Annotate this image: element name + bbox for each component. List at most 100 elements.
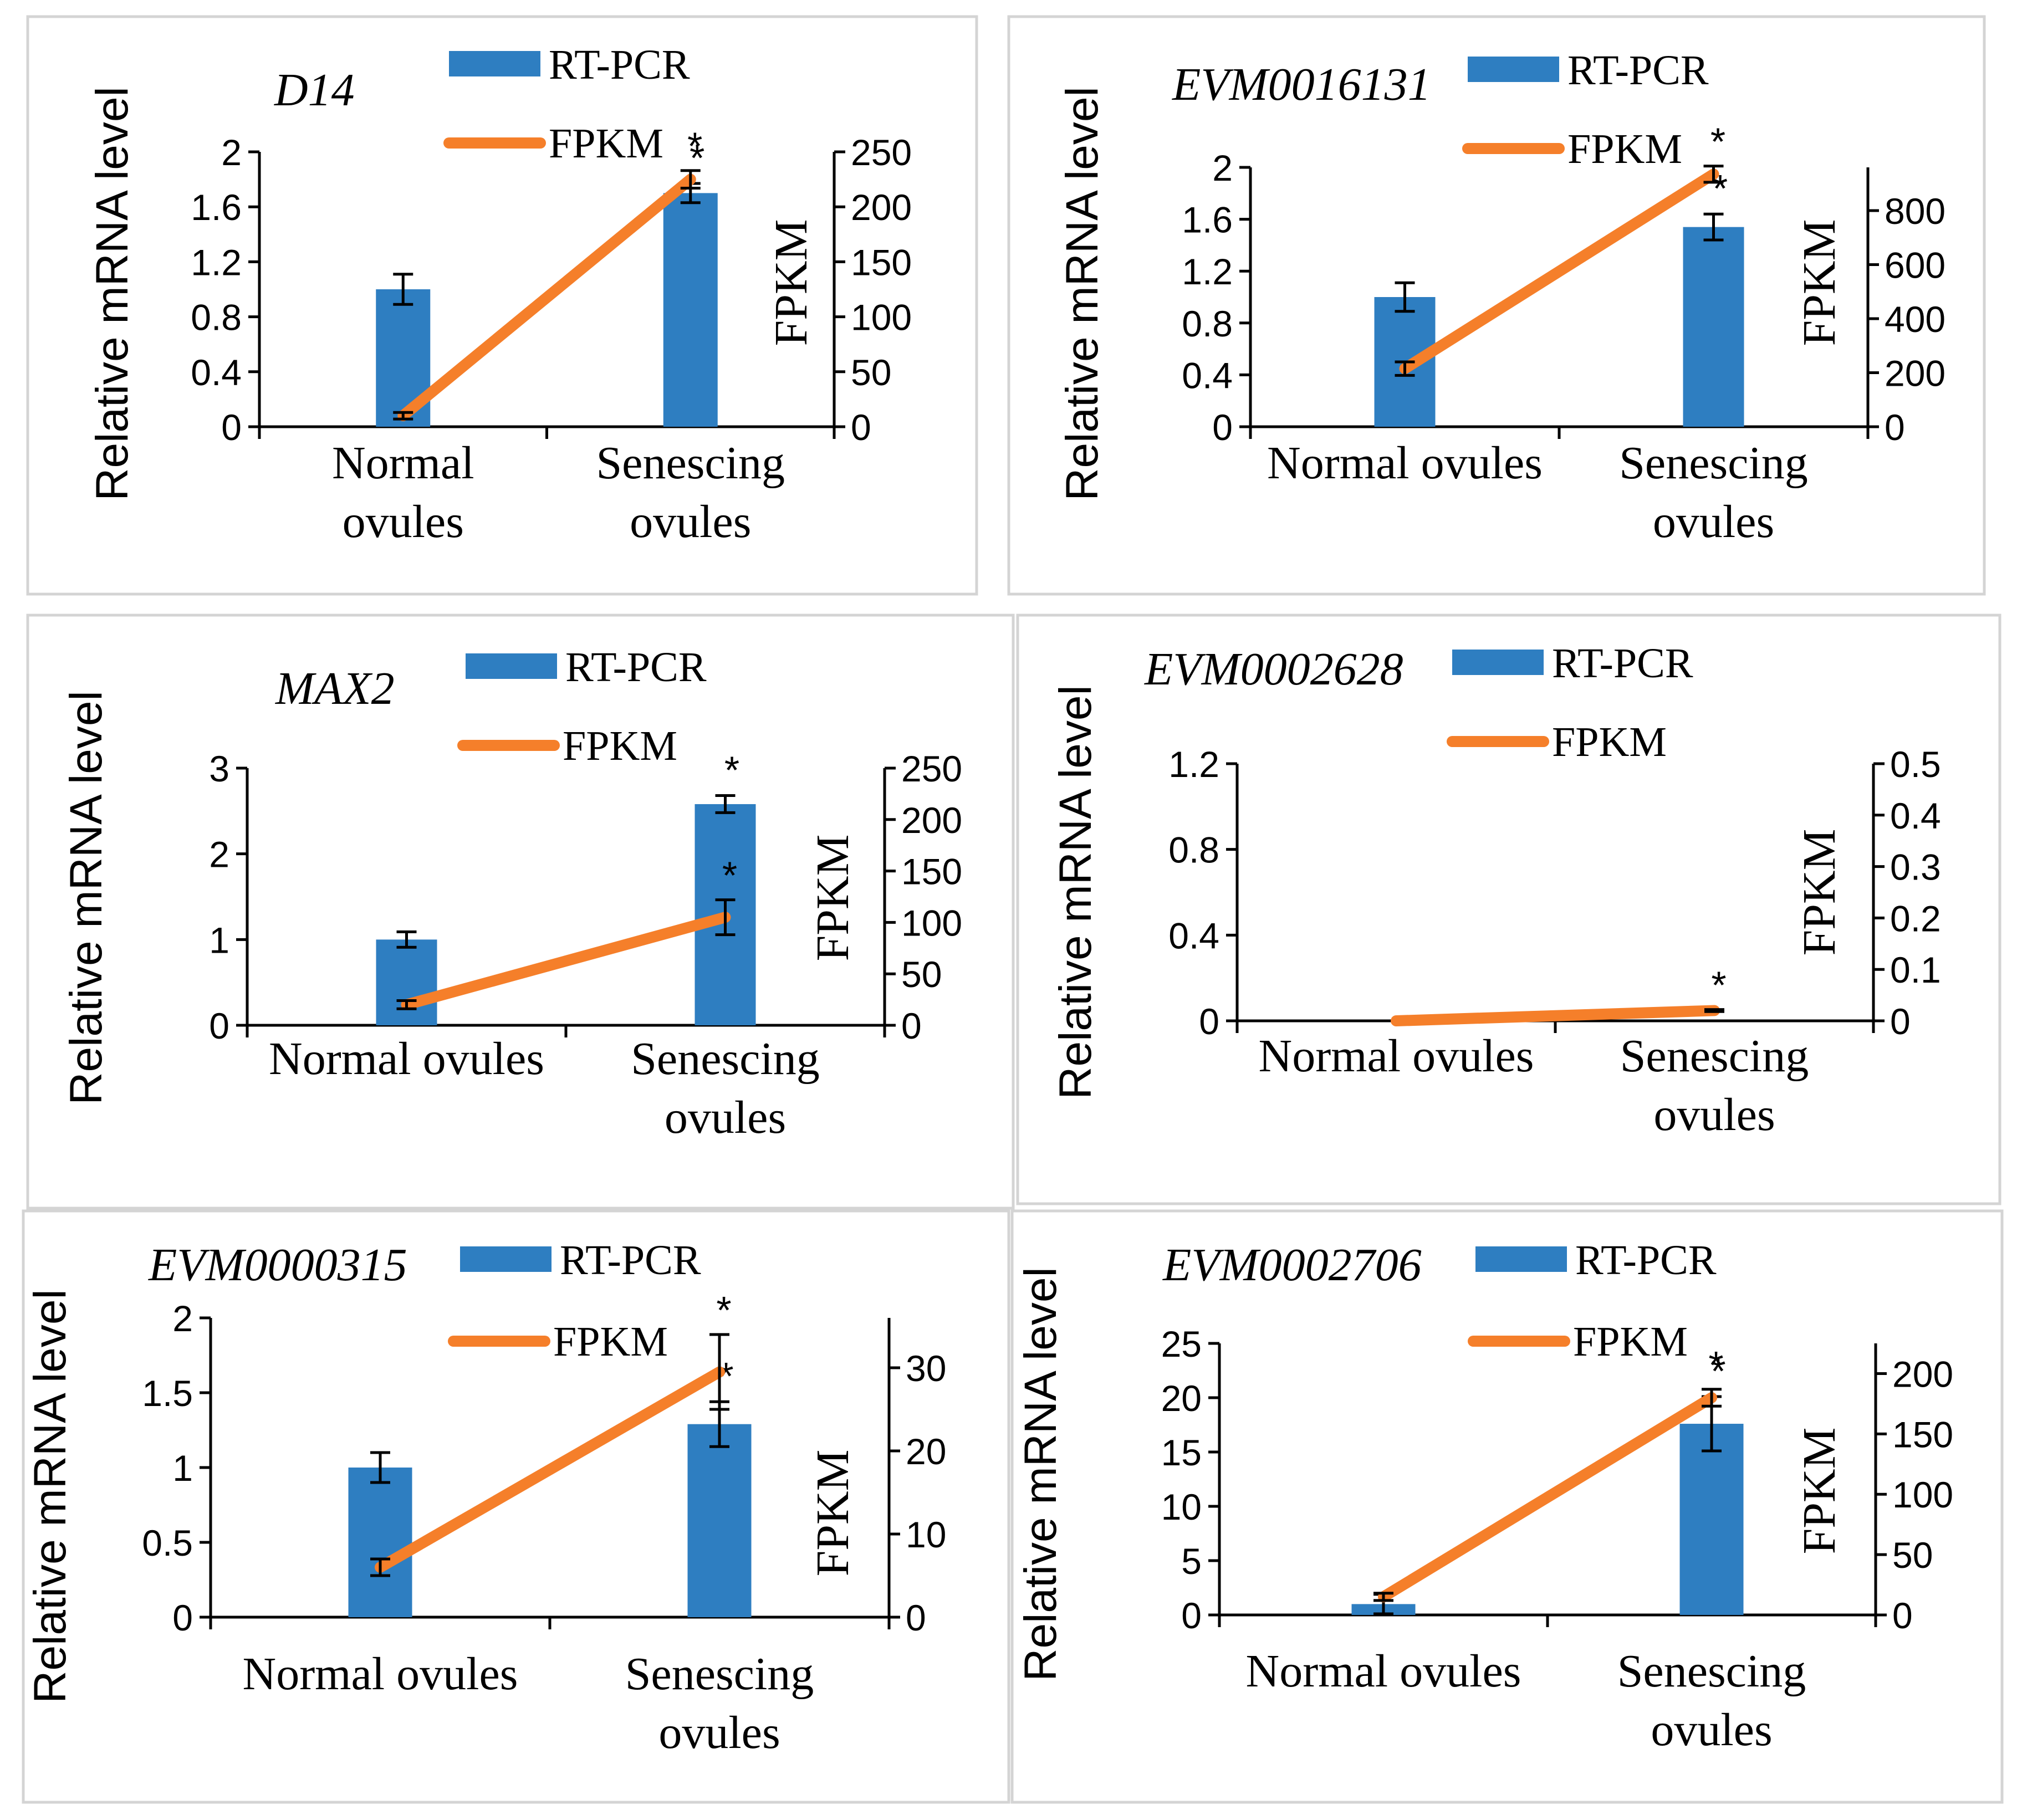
y-axis-label-left: Relative mRNA level — [25, 1289, 75, 1703]
y-tick-label-left: 0.8 — [1182, 303, 1233, 344]
significance-marker-rt-pcr: * — [1710, 1349, 1725, 1393]
y-tick-label-right: 0 — [1885, 407, 1905, 448]
bar-rt-pcr — [376, 939, 437, 1025]
y-tick-label-right: 600 — [1885, 245, 1945, 286]
y-tick-label-right: 150 — [901, 851, 962, 892]
y-tick-label-right: 0.4 — [1890, 795, 1941, 836]
chart-panel: EVM0002628 RT-PCR FPKM 0 0.4 0.8 1.2 0 0.1 0.2 0.3… — [1016, 614, 2001, 1205]
y-tick-label-left: 0 — [1181, 1595, 1202, 1636]
significance-marker-fpkm: * — [687, 125, 702, 168]
y-axis-label-right: FPKM — [1794, 1428, 1845, 1555]
y-tick-label-left: 0.5 — [142, 1522, 193, 1563]
chart-title: EVM0000315 — [148, 1239, 407, 1291]
x-tick-label: Normal ovules — [269, 1033, 544, 1085]
x-tick-label: ovules — [1651, 1704, 1772, 1756]
y-tick-label-left: 5 — [1181, 1541, 1202, 1582]
chart-title: EVM0002706 — [1162, 1239, 1422, 1291]
line-fpkm — [1391, 1005, 1720, 1026]
x-tick-label: Normal ovules — [1267, 437, 1543, 489]
y-axis-label-right: FPKM — [765, 219, 817, 346]
y-tick-label-right: 50 — [901, 954, 942, 995]
significance-marker-rt-pcr: * — [690, 136, 704, 180]
chart-title: EVM0002628 — [1144, 643, 1403, 695]
y-tick-label-right: 0.1 — [1890, 949, 1941, 990]
bar-rt-pcr — [687, 1424, 752, 1617]
legend-swatch-rt-pcr — [1475, 1246, 1567, 1272]
legend-label-rt-pcr: RT-PCR — [549, 42, 690, 88]
legend-swatch-rt-pcr — [460, 1246, 552, 1272]
y-tick-label-right: 0.3 — [1890, 847, 1941, 888]
x-tick-label: ovules — [343, 496, 464, 548]
x-tick-label: Senescing — [1620, 1030, 1809, 1082]
y-tick-label-right: 0 — [1892, 1595, 1913, 1636]
y-tick-label-left: 0.4 — [1182, 355, 1233, 396]
legend-label-fpkm: FPKM — [549, 120, 663, 167]
y-axis-label-right: FPKM — [1794, 829, 1845, 956]
x-tick-label: Normal ovules — [243, 1648, 518, 1700]
line-fpkm — [1378, 1392, 1717, 1603]
x-tick-label: Normal — [332, 437, 474, 489]
y-tick-label-right: 250 — [901, 748, 962, 789]
y-tick-label-right: 150 — [851, 242, 912, 283]
y-tick-label-left: 0 — [209, 1005, 229, 1046]
y-tick-label-right: 200 — [901, 800, 962, 841]
y-tick-label-left: 3 — [209, 748, 229, 789]
y-tick-label-right: 250 — [851, 132, 912, 173]
y-tick-label-right: 50 — [1892, 1535, 1933, 1576]
panel-border — [22, 1209, 1010, 1804]
y-axis-label-left: Relative mRNA level — [61, 691, 111, 1105]
legend-swatch-rt-pcr — [449, 51, 540, 76]
bar-rt-pcr — [348, 1468, 412, 1617]
legend-label-rt-pcr: RT-PCR — [560, 1237, 701, 1284]
y-tick-label-left: 1.6 — [191, 187, 242, 228]
legend-swatch-rt-pcr — [466, 653, 557, 679]
significance-marker-fpkm: * — [1708, 1343, 1723, 1387]
y-axis-label-right: FPKM — [807, 1450, 859, 1577]
significance-marker-fpkm: * — [1710, 120, 1725, 163]
legend-swatch-rt-pcr — [1468, 57, 1559, 82]
panel-border — [26, 614, 1015, 1210]
chart-panel: EVM0016131 RT-PCR FPKM 0 0.4 0.8 1.2 1.6 2 0 200 40… — [1007, 15, 1986, 596]
x-tick-label: Senescing — [631, 1033, 820, 1085]
y-tick-label-left: 20 — [1161, 1378, 1202, 1419]
y-tick-label-left: 15 — [1161, 1432, 1202, 1473]
y-tick-label-left: 0.4 — [1168, 915, 1219, 956]
y-tick-label-right: 200 — [1892, 1353, 1953, 1394]
chart-title: EVM0016131 — [1172, 59, 1431, 110]
y-tick-label-left: 0 — [1199, 1001, 1219, 1042]
bar-rt-pcr — [663, 193, 718, 427]
legend-label-fpkm: FPKM — [1567, 126, 1682, 172]
x-tick-label: Senescing — [596, 437, 785, 489]
panel-border — [1016, 614, 2001, 1205]
line-fpkm — [375, 1366, 725, 1573]
y-tick-label-left: 2 — [172, 1298, 193, 1339]
x-tick-label: Normal ovules — [1259, 1030, 1534, 1082]
x-tick-label: ovules — [1653, 1089, 1775, 1141]
y-tick-label-right: 150 — [1892, 1414, 1953, 1455]
y-tick-label-right: 10 — [906, 1514, 946, 1555]
y-tick-label-right: 0 — [901, 1005, 922, 1046]
y-tick-label-right: 20 — [906, 1431, 946, 1472]
legend-label-rt-pcr: RT-PCR — [1575, 1237, 1717, 1284]
y-tick-label-left: 2 — [209, 834, 229, 875]
chart-panel: D14 RT-PCR FPKM 0 0.4 0.8 1.2 1.6 2 0 50 100 150 200 2… — [26, 15, 978, 596]
y-tick-label-right: 200 — [851, 187, 912, 228]
y-tick-label-right: 200 — [1885, 353, 1945, 394]
y-tick-label-right: 0 — [851, 407, 871, 448]
y-tick-label-left: 1.2 — [191, 242, 242, 283]
line-fpkm — [397, 173, 696, 422]
x-tick-label: ovules — [665, 1092, 786, 1143]
legend-label-fpkm: FPKM — [563, 723, 677, 769]
y-tick-label-right: 100 — [1892, 1474, 1953, 1515]
legend-label-rt-pcr: RT-PCR — [565, 644, 707, 691]
y-tick-label-left: 0 — [1212, 407, 1233, 448]
y-tick-label-right: 0.5 — [1890, 744, 1941, 785]
panel-border — [1007, 15, 1986, 596]
y-tick-label-right: 30 — [906, 1348, 946, 1389]
y-axis-label-right: FPKM — [1794, 219, 1845, 346]
y-tick-label-left: 1 — [172, 1448, 193, 1489]
y-tick-label-right: 800 — [1885, 191, 1945, 232]
significance-marker-rt-pcr: * — [724, 748, 739, 791]
significance-marker-fpkm: * — [716, 1289, 731, 1332]
line-fpkm — [1399, 168, 1719, 375]
